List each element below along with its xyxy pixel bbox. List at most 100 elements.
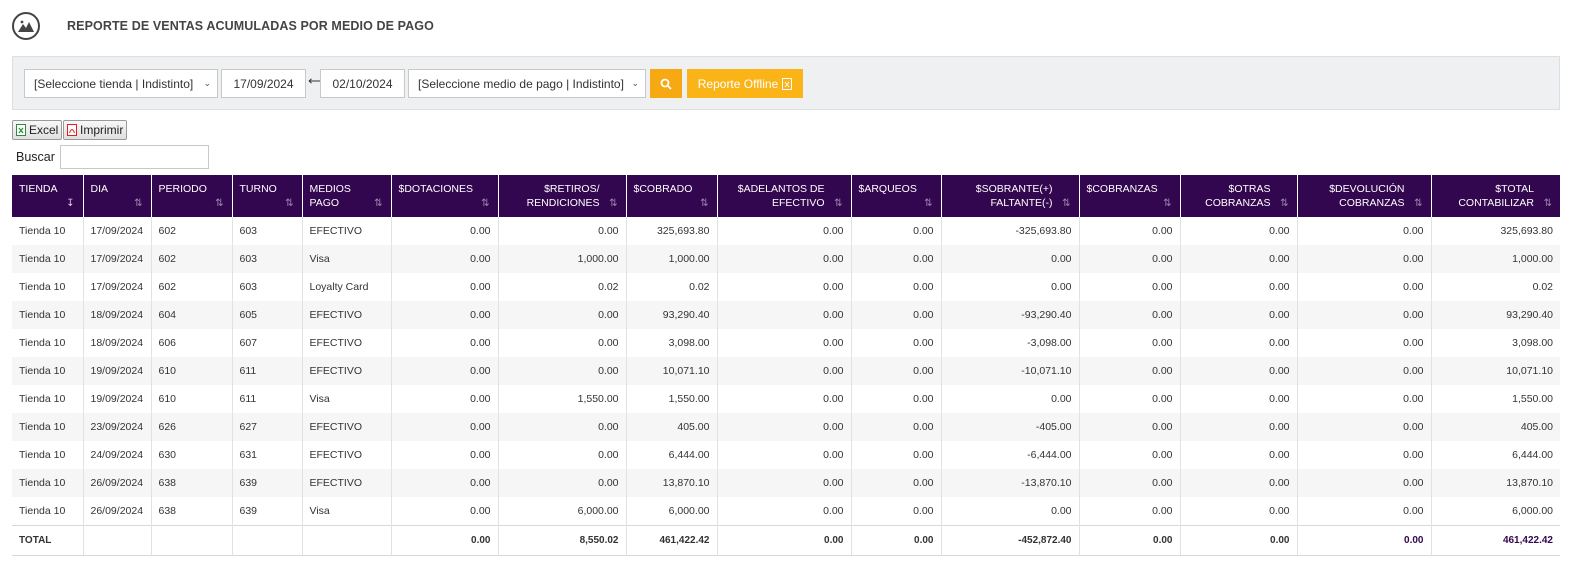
column-header-12[interactable]: $OTRAS COBRANZAS ⇅ bbox=[1180, 175, 1298, 217]
table-cell: 0.00 bbox=[498, 413, 627, 441]
table-cell: 0.00 bbox=[498, 441, 627, 469]
table-cell: 610 bbox=[151, 357, 233, 385]
table-cell: 0.00 bbox=[717, 441, 852, 469]
table-cell: 325,693.80 bbox=[1431, 217, 1560, 245]
table-cell: 0.00 bbox=[498, 469, 627, 497]
column-header-11[interactable]: $COBRANZAS ⇅ bbox=[1079, 175, 1181, 217]
table-cell: 0.00 bbox=[717, 469, 852, 497]
column-header-label: MEDIOS bbox=[309, 183, 351, 195]
sort-icon[interactable]: ⇅ bbox=[134, 198, 143, 209]
table-cell: 0.00 bbox=[1180, 301, 1298, 329]
table-cell: Tienda 10 bbox=[12, 273, 84, 301]
table-cell: 0.00 bbox=[391, 273, 499, 301]
column-header-label: RENDICIONES bbox=[526, 197, 600, 209]
table-cell: EFECTIVO bbox=[302, 413, 392, 441]
sort-icon[interactable]: ⇅ bbox=[700, 198, 709, 209]
column-header-5[interactable]: $DOTACIONES ⇅ bbox=[391, 175, 499, 217]
search-button[interactable] bbox=[650, 69, 682, 98]
table-cell: 0.00 bbox=[1180, 385, 1298, 413]
sort-icon[interactable]: ⇅ bbox=[1163, 198, 1172, 209]
payment-method-select[interactable]: [Seleccione medio de pago | Indistinto] … bbox=[408, 69, 646, 98]
payment-select-value: [Seleccione medio de pago | Indistinto] bbox=[418, 76, 624, 91]
table-cell: 0.00 bbox=[1079, 385, 1181, 413]
table-cell: 0.00 bbox=[941, 245, 1080, 273]
sort-ascending-icon[interactable]: ↧ bbox=[66, 198, 75, 209]
search-icon bbox=[660, 78, 672, 90]
sort-icon[interactable]: ⇅ bbox=[374, 198, 383, 209]
column-header-14[interactable]: $TOTAL CONTABILIZAR ⇅ bbox=[1431, 175, 1560, 217]
sort-icon[interactable]: ⇅ bbox=[1280, 198, 1289, 209]
table-row: Tienda 10 17/09/2024 602 603 Loyalty Card 0.0… bbox=[12, 273, 1560, 301]
column-header-label: $DEVOLUCIÓN bbox=[1329, 183, 1405, 195]
table-cell: EFECTIVO bbox=[302, 217, 392, 245]
table-cell: 0.00 bbox=[717, 217, 852, 245]
sort-icon[interactable]: ⇅ bbox=[215, 198, 224, 209]
table-cell: EFECTIVO bbox=[302, 329, 392, 357]
totals-cell: -452,872.40 bbox=[941, 524, 1080, 556]
excel-export-button[interactable]: Excel bbox=[12, 120, 63, 140]
table-cell: 0.00 bbox=[1079, 217, 1181, 245]
sort-icon[interactable]: ⇅ bbox=[924, 198, 933, 209]
table-row: Tienda 10 19/09/2024 610 611 Visa 0.00 1,550.0… bbox=[12, 385, 1560, 413]
sort-icon[interactable]: ⇅ bbox=[1414, 198, 1423, 209]
column-header-6[interactable]: $RETIROS/RENDICIONES ⇅ bbox=[498, 175, 627, 217]
table-cell: 6,444.00 bbox=[1431, 441, 1560, 469]
column-header-2[interactable]: PERIODO ⇅ bbox=[151, 175, 233, 217]
table-cell: 0.00 bbox=[851, 329, 942, 357]
table-cell: 1,000.00 bbox=[1431, 245, 1560, 273]
sort-icon[interactable]: ⇅ bbox=[1062, 198, 1071, 209]
table-cell: 0.00 bbox=[851, 441, 942, 469]
sort-icon[interactable]: ⇅ bbox=[481, 198, 490, 209]
table-cell: 605 bbox=[232, 301, 303, 329]
column-header-3[interactable]: TURNO ⇅ bbox=[232, 175, 303, 217]
sort-icon[interactable]: ⇅ bbox=[1543, 198, 1552, 209]
column-header-10[interactable]: $SOBRANTE(+) FALTANTE(-) ⇅ bbox=[941, 175, 1080, 217]
excel-label: Excel bbox=[29, 123, 59, 137]
table-cell: 626 bbox=[151, 413, 233, 441]
column-header-0[interactable]: TIENDA ↧ bbox=[12, 175, 84, 217]
filter-bar: [Seleccione tienda | Indistinto] ⌄ 17/09… bbox=[12, 56, 1560, 110]
column-header-label: $COBRANZAS bbox=[1086, 183, 1158, 195]
table-cell: 17/09/2024 bbox=[83, 273, 152, 301]
search-input[interactable] bbox=[60, 145, 209, 169]
date-from-input[interactable]: 17/09/2024 bbox=[221, 69, 306, 98]
table-cell: 0.00 bbox=[851, 245, 942, 273]
print-button[interactable]: Imprimir bbox=[63, 120, 128, 140]
table-cell: 0.00 bbox=[391, 329, 499, 357]
table-cell: 13,870.10 bbox=[1431, 469, 1560, 497]
offline-report-button[interactable]: Reporte Offline bbox=[687, 69, 803, 98]
column-header-8[interactable]: $ADELANTOS DE EFECTIVO ⇅ bbox=[717, 175, 852, 217]
table-cell: 0.00 bbox=[1079, 301, 1181, 329]
store-select[interactable]: [Seleccione tienda | Indistinto] ⌄ bbox=[24, 69, 218, 98]
table-cell: 0.00 bbox=[391, 217, 499, 245]
totals-row: TOTAL 0.00 8,550.02 461,422.42 0.00 0.00 -452,… bbox=[12, 524, 1560, 556]
table-cell: 0.00 bbox=[1079, 441, 1181, 469]
table-cell: 0.00 bbox=[851, 497, 942, 525]
table-cell: 0.00 bbox=[1079, 245, 1181, 273]
date-to-input[interactable]: 02/10/2024 bbox=[320, 69, 405, 98]
totals-cell: 0.00 bbox=[391, 524, 499, 556]
column-header-4[interactable]: MEDIOS PAGO ⇅ bbox=[302, 175, 392, 217]
totals-cell: 0.00 bbox=[1180, 524, 1298, 556]
table-row: Tienda 10 24/09/2024 630 631 EFECTIVO 0.00 0.0… bbox=[12, 441, 1560, 469]
table-cell: 602 bbox=[151, 245, 233, 273]
table-cell: -3,098.00 bbox=[941, 329, 1080, 357]
table-row: Tienda 10 18/09/2024 604 605 EFECTIVO 0.00 0.0… bbox=[12, 301, 1560, 329]
table-cell: 611 bbox=[232, 385, 303, 413]
table-cell: 10,071.10 bbox=[1431, 357, 1560, 385]
sort-icon[interactable]: ⇅ bbox=[834, 198, 843, 209]
table-cell: 0.00 bbox=[851, 385, 942, 413]
column-header-7[interactable]: $COBRADO ⇅ bbox=[626, 175, 718, 217]
table-cell: 0.00 bbox=[498, 329, 627, 357]
table-cell: 627 bbox=[232, 413, 303, 441]
sort-icon[interactable]: ⇅ bbox=[285, 198, 294, 209]
column-header-13[interactable]: $DEVOLUCIÓN COBRANZAS ⇅ bbox=[1297, 175, 1432, 217]
table-row: Tienda 10 23/09/2024 626 627 EFECTIVO 0.00 0.0… bbox=[12, 413, 1560, 441]
column-header-9[interactable]: $ARQUEOS ⇅ bbox=[851, 175, 942, 217]
table-cell: Tienda 10 bbox=[12, 385, 84, 413]
column-header-1[interactable]: DIA ⇅ bbox=[83, 175, 152, 217]
totals-cell bbox=[302, 524, 392, 556]
table-cell: 19/09/2024 bbox=[83, 357, 152, 385]
table-cell: Tienda 10 bbox=[12, 469, 84, 497]
sort-icon[interactable]: ⇅ bbox=[609, 198, 618, 209]
